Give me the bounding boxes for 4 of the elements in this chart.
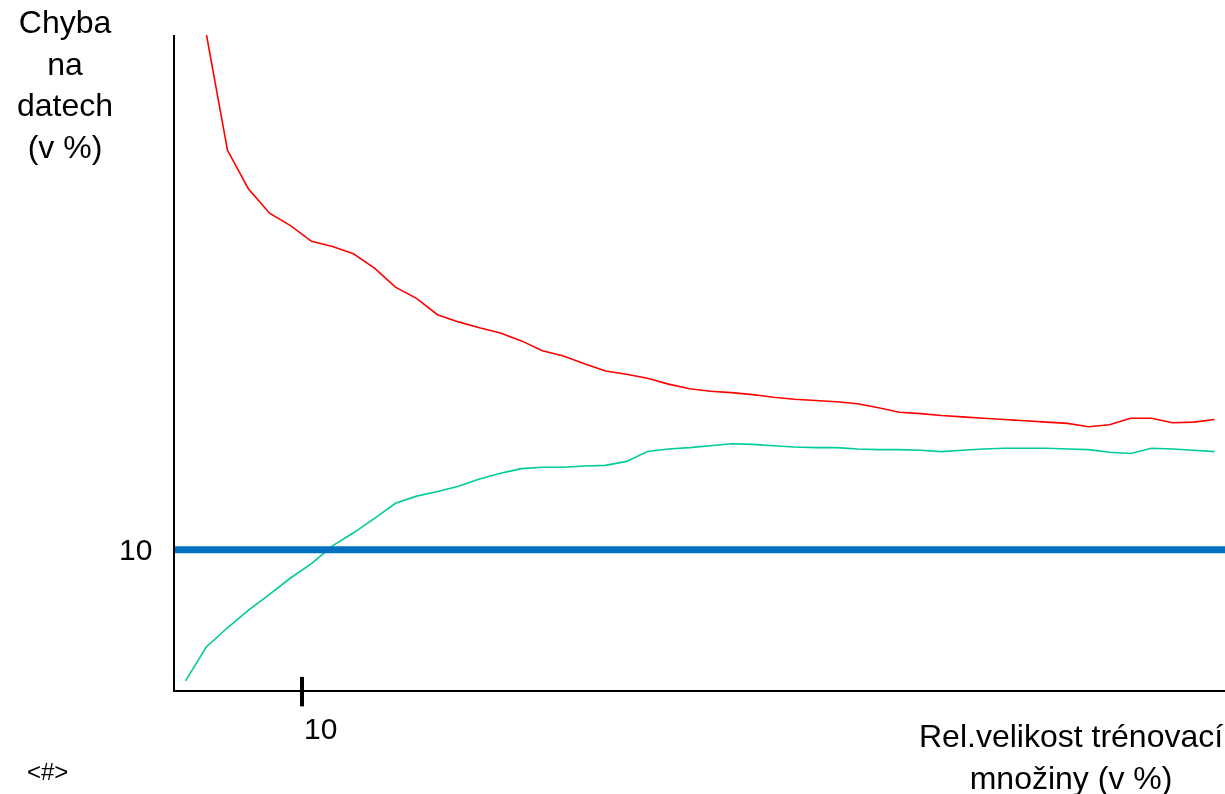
text: 10 (119, 533, 153, 566)
text: <#> (27, 758, 69, 785)
text: 10 (304, 712, 338, 745)
y-axis-title: Chyba na datech (v %) (17, 4, 114, 165)
